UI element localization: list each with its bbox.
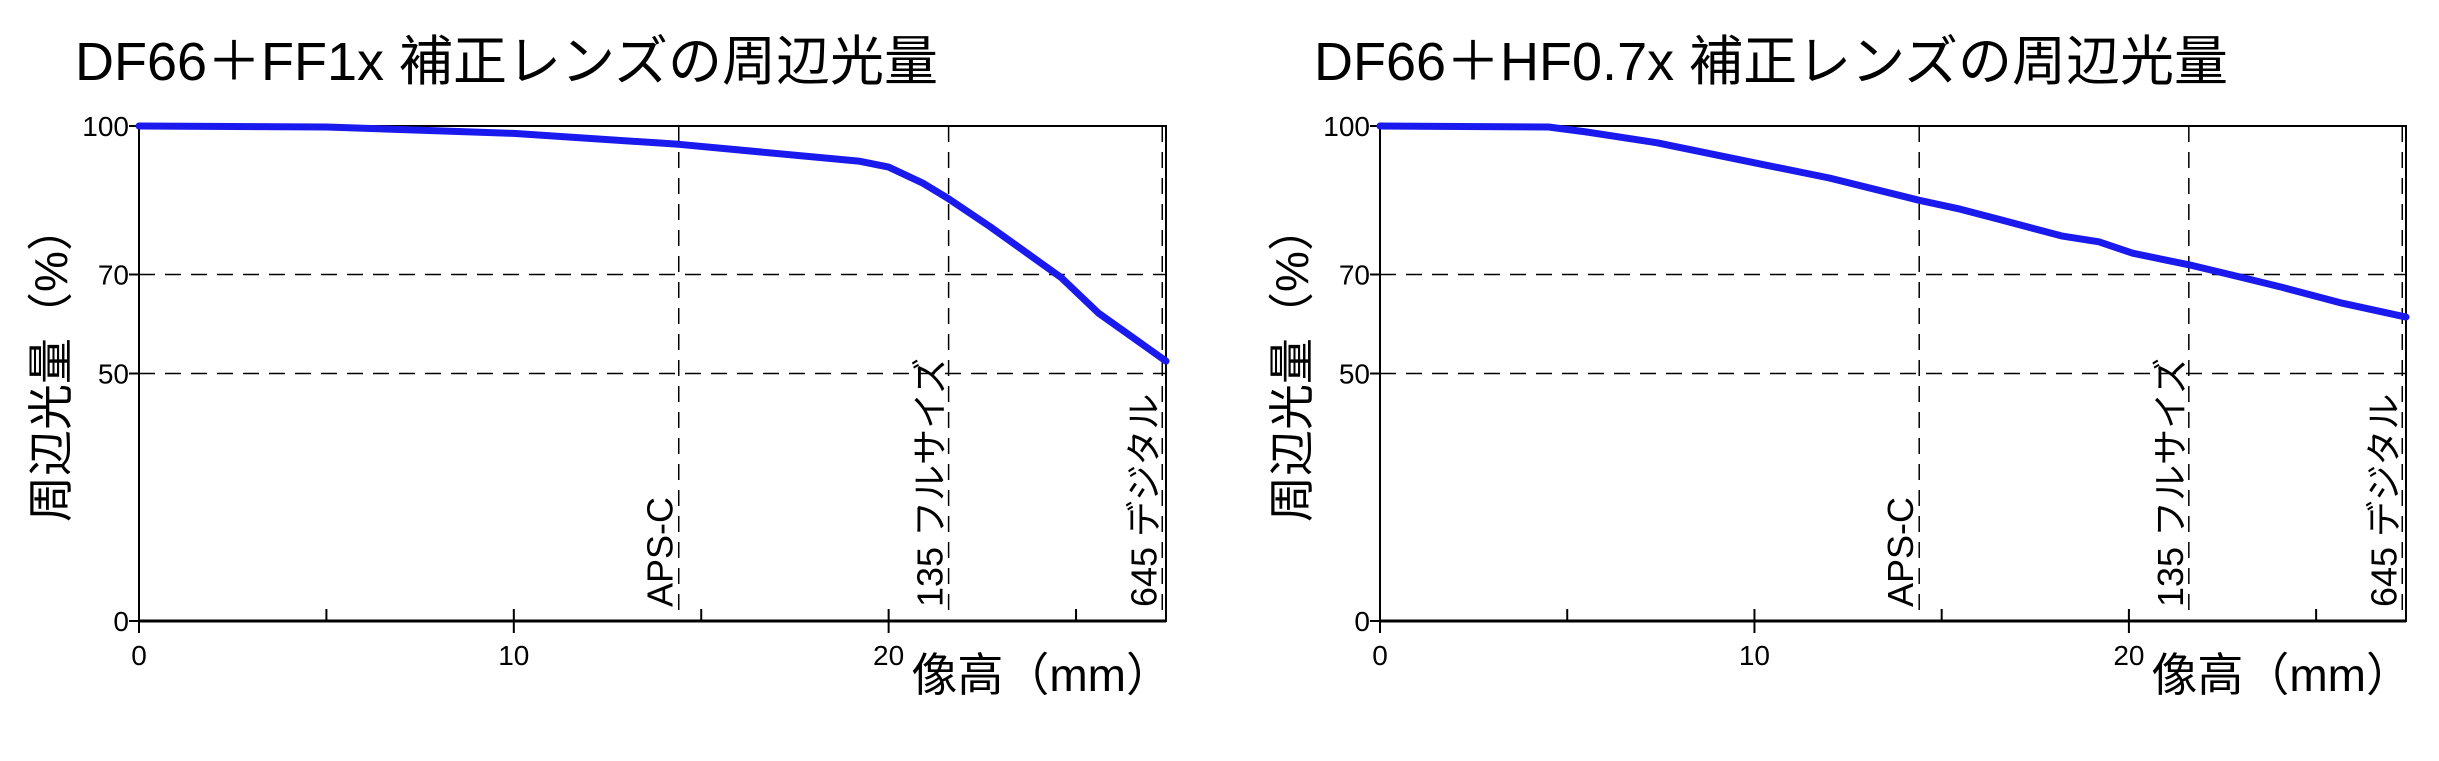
y-axis-label: 周辺光量（%）: [1266, 205, 1318, 522]
x-axis-label: 像高（mm）: [2151, 649, 2412, 701]
chart-title: DF66＋HF0.7x 補正レンズの周辺光量: [1314, 32, 2228, 92]
y-tick-label: 50: [1339, 359, 1370, 390]
y-tick-label: 70: [98, 260, 129, 291]
reference-label: APS-C: [640, 497, 681, 607]
y-axis-label: 周辺光量（%）: [25, 205, 77, 522]
x-tick-label: 0: [1372, 640, 1388, 671]
y-tick-label: 100: [1323, 111, 1370, 142]
y-tick-label: 50: [98, 359, 129, 390]
series-line: [1376, 122, 2410, 321]
reference-label: APS-C: [1880, 497, 1921, 607]
y-tick-label: 100: [82, 111, 129, 142]
series-line: [135, 122, 1170, 365]
x-axis-label: 像高（mm）: [911, 649, 1172, 701]
x-tick-label: 10: [498, 640, 529, 671]
x-tick-label: 20: [873, 640, 904, 671]
x-tick-label: 20: [2113, 640, 2144, 671]
chart-title: DF66＋FF1x 補正レンズの周辺光量: [75, 32, 938, 92]
chart-right: DF66＋HF0.7x 補正レンズの周辺光量 APS-C 135 フルサイズ 645…: [1266, 32, 2412, 701]
y-tick-label: 0: [113, 606, 129, 637]
reference-label: 645 デジタル: [2363, 394, 2404, 607]
reference-label: 645 デジタル: [1123, 394, 1164, 607]
reference-label: 135 フルサイズ: [2150, 358, 2191, 607]
y-tick-label: 0: [1354, 606, 1370, 637]
x-tick-label: 10: [1739, 640, 1770, 671]
y-tick-label: 70: [1339, 260, 1370, 291]
x-tick-label: 0: [131, 640, 147, 671]
chart-left: DF66＋FF1x 補正レンズの周辺光量 APS-C 135 フルサイズ 645 デ…: [25, 32, 1172, 701]
reference-label: 135 フルサイズ: [910, 358, 951, 607]
